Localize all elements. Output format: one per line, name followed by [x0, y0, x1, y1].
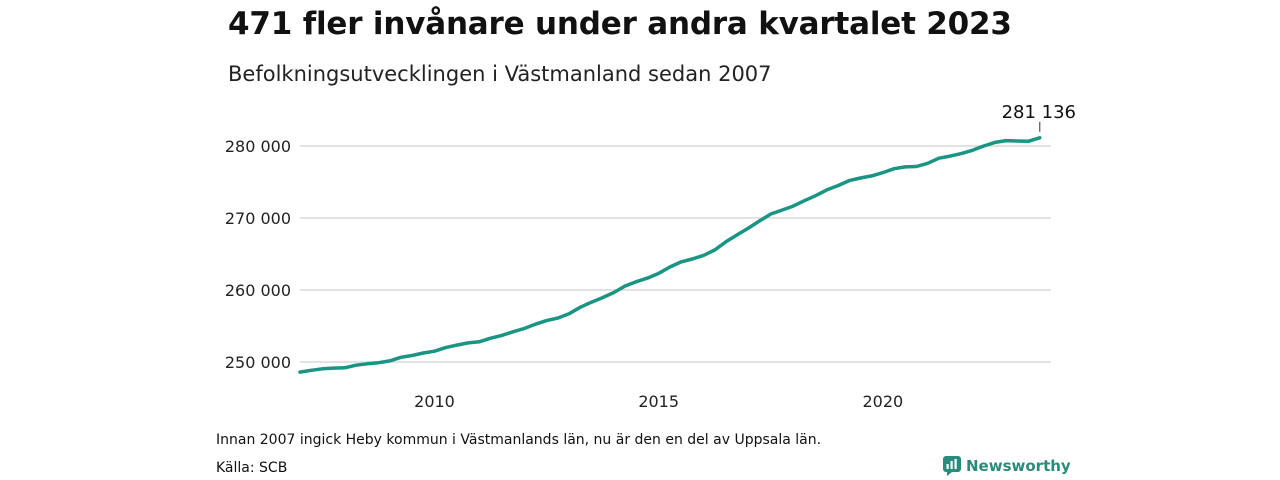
y-tick-label: 270 000	[225, 209, 291, 228]
y-tick-label: 260 000	[225, 281, 291, 300]
y-tick-label: 280 000	[225, 137, 291, 156]
end-value-label: 281 136	[1002, 102, 1076, 123]
y-tick-label: 250 000	[225, 353, 291, 372]
x-tick-label: 2020	[863, 392, 904, 411]
chart-subtitle: Befolkningsutvecklingen i Västmanland se…	[228, 62, 772, 86]
chart-title: 471 fler invånare under andra kvartalet …	[228, 6, 1012, 42]
brand-logo: Newsworthy	[943, 456, 1071, 476]
x-tick-label: 2015	[638, 392, 679, 411]
brand-name: Newsworthy	[966, 457, 1071, 475]
x-tick-label: 2010	[414, 392, 455, 411]
newsworthy-logo-icon	[943, 456, 961, 476]
chart-footnote: Innan 2007 ingick Heby kommun i Västmanl…	[216, 432, 822, 448]
line-chart: 250 000 260 000 270 000 280 000 2010 2015 202…	[225, 102, 1076, 411]
series-line-population	[298, 136, 1042, 374]
source-credit: Källa: SCB	[216, 460, 288, 476]
